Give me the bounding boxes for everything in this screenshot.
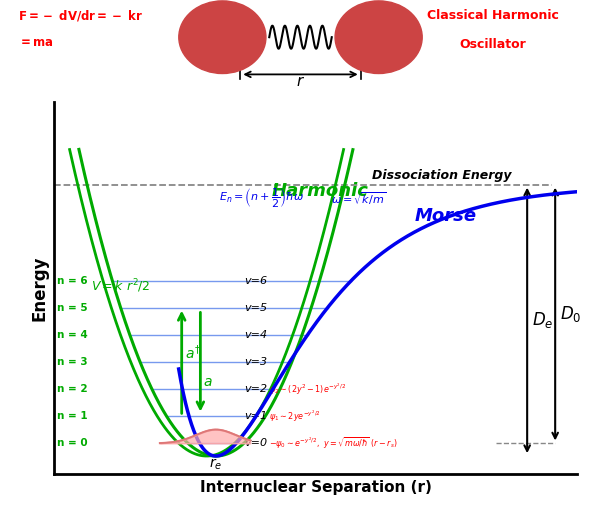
Text: $\psi_2\sim (2y^2-1)e^{-y^2/2}$: $\psi_2\sim (2y^2-1)e^{-y^2/2}$ [269,381,346,397]
Text: n = 5: n = 5 [57,303,88,313]
Text: n = 1: n = 1 [57,411,88,421]
Text: Harmonic: Harmonic [272,182,369,200]
Text: $r$: $r$ [296,74,305,89]
Text: v=1: v=1 [244,411,267,421]
Text: $E_n = \left(n+\dfrac{1}{2}\right)\hbar\omega$: $E_n = \left(n+\dfrac{1}{2}\right)\hbar\… [219,187,305,210]
Text: v=2: v=2 [244,384,267,394]
Y-axis label: Energy: Energy [31,255,49,320]
Text: $r_e$: $r_e$ [209,457,222,473]
Text: $\omega = \sqrt{k/m}$: $\omega = \sqrt{k/m}$ [331,190,386,207]
Text: $a$: $a$ [204,375,213,389]
Text: $D_e$: $D_e$ [532,311,554,330]
Ellipse shape [335,1,422,73]
Text: $a^{\dagger}$: $a^{\dagger}$ [185,344,201,362]
Ellipse shape [179,1,266,73]
Text: v=5: v=5 [244,303,267,313]
Text: $V = k\ r^2 / 2$: $V = k\ r^2 / 2$ [91,277,151,295]
Text: $D_0$: $D_0$ [560,304,582,324]
X-axis label: Internuclear Separation (r): Internuclear Separation (r) [200,480,432,494]
Text: Dissociation Energy: Dissociation Energy [371,169,511,182]
Text: n = 6: n = 6 [57,276,88,286]
Text: v=0: v=0 [244,438,267,449]
Text: v=4: v=4 [244,330,267,340]
Text: $\mathbf{= ma}$: $\mathbf{= ma}$ [18,36,53,49]
Text: $\mathbf{F = -\ dV/dr = -\ kr}$: $\mathbf{F = -\ dV/dr = -\ kr}$ [18,8,143,23]
Text: $-\psi_0\sim e^{-y^2/2},\ y=\sqrt{m\omega/\hbar}\ (r-r_s)$: $-\psi_0\sim e^{-y^2/2},\ y=\sqrt{m\omeg… [269,436,397,451]
Text: Morse: Morse [415,207,477,225]
Text: v=3: v=3 [244,357,267,367]
Text: n = 0: n = 0 [57,438,88,449]
Text: Classical Harmonic: Classical Harmonic [427,9,559,22]
Text: n = 2: n = 2 [57,384,88,394]
Text: Oscillator: Oscillator [459,38,526,51]
Text: $\psi_1\sim 2ye^{-y^2/2}$: $\psi_1\sim 2ye^{-y^2/2}$ [269,408,320,424]
Text: n = 4: n = 4 [57,330,88,340]
Text: v=6: v=6 [244,276,267,286]
Text: n = 3: n = 3 [57,357,88,367]
